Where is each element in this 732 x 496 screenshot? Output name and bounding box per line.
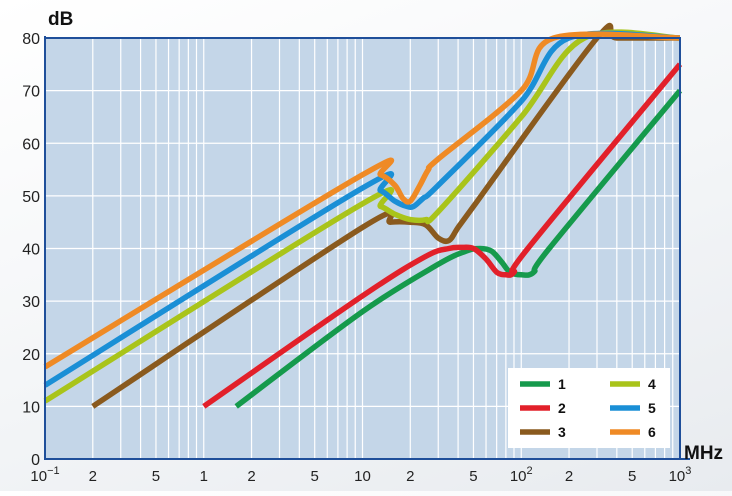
y-tick-label: 10: [22, 399, 40, 416]
y-tick-label: 20: [22, 347, 40, 364]
legend-label-6: 6: [648, 424, 656, 440]
legend-label-4: 4: [648, 376, 656, 392]
legend: 1 2 3 4 5 6: [508, 368, 670, 448]
y-tick-label: 50: [22, 189, 40, 206]
legend-label-2: 2: [558, 400, 566, 416]
y-tick-label: 30: [22, 294, 40, 311]
y-tick-label: 40: [22, 242, 40, 259]
series-line-6: [43, 31, 681, 370]
y-axis-label: dB: [48, 9, 73, 30]
series-lines-layer: [43, 22, 683, 409]
series-line-4: [43, 29, 681, 404]
x-tick-label: 5: [628, 468, 636, 485]
series-line-2: [202, 62, 683, 409]
y-tick-label: 80: [22, 31, 40, 48]
y-tick-label: 70: [22, 84, 40, 101]
legend-label-1: 1: [558, 376, 566, 392]
x-axis-label: MHz: [684, 443, 723, 464]
legend-label-5: 5: [648, 400, 656, 416]
axes-frame-layer: [44, 36, 690, 460]
x-tick-label: 5: [469, 468, 477, 485]
x-tick-label: 1: [200, 468, 208, 485]
series-line-1: [234, 88, 683, 409]
legend-label-3: 3: [558, 424, 566, 440]
y-tick-label: 0: [31, 452, 40, 469]
x-tick-label: 2: [406, 468, 414, 485]
x-tick-label: 2: [247, 468, 255, 485]
x-tick-label: 2: [565, 468, 573, 485]
x-tick-label: 10: [354, 468, 371, 485]
y-tick-label: 60: [22, 136, 40, 153]
series-line-5: [43, 30, 681, 388]
x-tick-label: 2: [89, 468, 97, 485]
x-tick-label: 102: [510, 465, 533, 485]
x-tick-label: 10−1: [30, 465, 59, 485]
x-tick-label: 5: [311, 468, 319, 485]
x-tick-label: 103: [669, 465, 692, 485]
x-tick-label: 5: [152, 468, 160, 485]
